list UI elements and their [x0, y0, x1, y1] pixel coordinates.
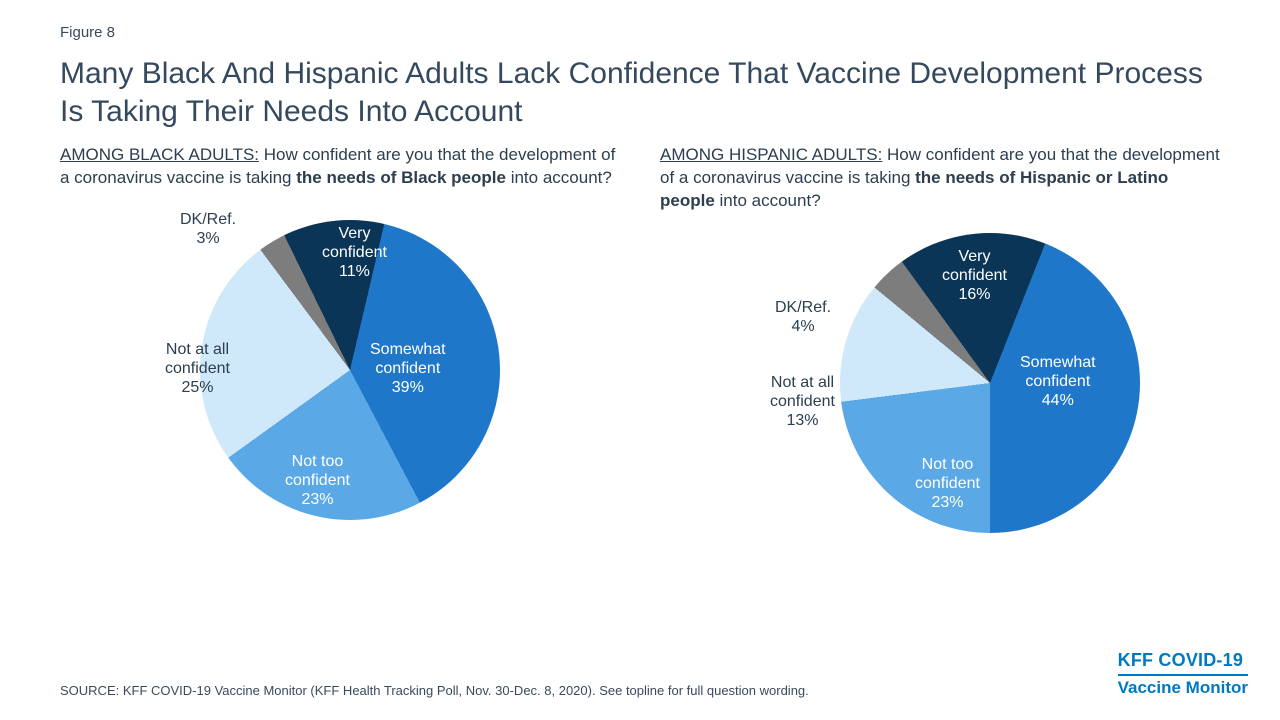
slice-label: DK/Ref. 4%	[775, 298, 831, 336]
chart-left-col: AMONG BLACK ADULTS: How confident are yo…	[60, 144, 620, 553]
source-note: SOURCE: KFF COVID-19 Vaccine Monitor (KF…	[60, 683, 809, 698]
slice-label: Not too confident 23%	[285, 452, 350, 510]
figure-number: Figure 8	[60, 24, 1220, 41]
question-left: AMONG BLACK ADULTS: How confident are yo…	[60, 144, 620, 190]
chart-right-col: AMONG HISPANIC ADULTS: How confident are…	[660, 144, 1220, 553]
slice-label: DK/Ref. 3%	[180, 210, 236, 248]
slice-label: Very confident 11%	[322, 224, 387, 282]
charts-row: AMONG BLACK ADULTS: How confident are yo…	[60, 144, 1220, 553]
slice-label: Not at all confident 13%	[770, 373, 835, 431]
slice-label: Very confident 16%	[942, 247, 1007, 305]
slice-label: Somewhat confident 39%	[370, 340, 446, 398]
question-lead: AMONG HISPANIC ADULTS:	[660, 145, 882, 164]
pie-wrap-left: Very confident 11% Somewhat confident 39%…	[60, 200, 620, 530]
question-text-2: into account?	[506, 168, 612, 187]
question-right: AMONG HISPANIC ADULTS: How confident are…	[660, 144, 1220, 213]
brand-line1: KFF COVID-19	[1118, 650, 1248, 676]
slice-label: Somewhat confident 44%	[1020, 353, 1096, 411]
slice-label: Not too confident 23%	[915, 455, 980, 513]
slice-label: Not at all confident 25%	[165, 340, 230, 398]
question-text-2: into account?	[715, 191, 821, 210]
question-lead: AMONG BLACK ADULTS:	[60, 145, 259, 164]
pie-wrap-right: Very confident 16%Somewhat confident 44%…	[660, 223, 1220, 553]
chart-title: Many Black And Hispanic Adults Lack Conf…	[60, 55, 1220, 130]
question-bold: the needs of Black people	[296, 168, 506, 187]
brand-line2: Vaccine Monitor	[1118, 678, 1248, 698]
brand-logo: KFF COVID-19 Vaccine Monitor	[1118, 650, 1248, 698]
